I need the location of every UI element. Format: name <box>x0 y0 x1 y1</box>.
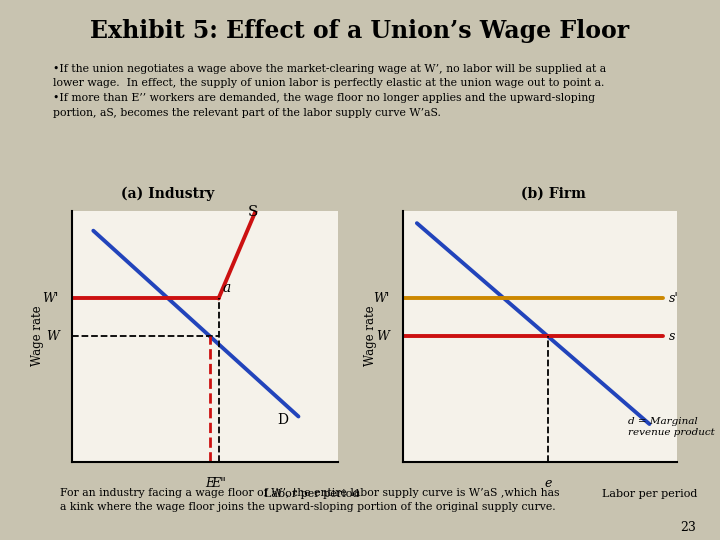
Text: •If the union negotiates a wage above the market-clearing wage at W’, no labor w: •If the union negotiates a wage above th… <box>53 64 607 118</box>
Text: Labor per period: Labor per period <box>602 489 697 500</box>
Text: E": E" <box>211 477 226 490</box>
Text: (a) Industry: (a) Industry <box>121 186 215 200</box>
Text: Wage rate: Wage rate <box>31 306 44 367</box>
Text: W': W' <box>373 292 390 305</box>
Text: Labor per period: Labor per period <box>264 489 359 500</box>
Text: W': W' <box>42 292 59 305</box>
Text: e: e <box>544 477 552 490</box>
Text: W: W <box>377 329 390 343</box>
Text: s: s <box>669 329 675 343</box>
Text: Wage rate: Wage rate <box>364 306 377 367</box>
Text: D: D <box>277 413 288 427</box>
Text: d = Marginal
revenue product: d = Marginal revenue product <box>628 416 714 437</box>
Text: E: E <box>205 477 215 490</box>
Text: s': s' <box>669 292 678 305</box>
Text: Exhibit 5: Effect of a Union’s Wage Floor: Exhibit 5: Effect of a Union’s Wage Floo… <box>91 19 629 43</box>
Text: 23: 23 <box>680 521 696 534</box>
Text: W: W <box>46 329 59 343</box>
Text: (b) Firm: (b) Firm <box>521 186 586 200</box>
Text: For an industry facing a wage floor of W’, the entire labor supply curve is W’aS: For an industry facing a wage floor of W… <box>60 488 559 512</box>
Text: a: a <box>222 281 231 295</box>
Text: S: S <box>248 205 258 219</box>
